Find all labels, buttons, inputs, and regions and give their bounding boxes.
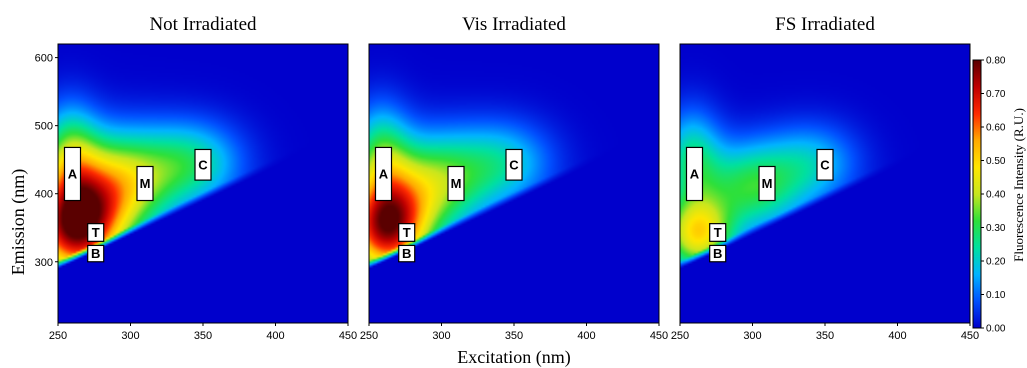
- colorbar-tick-label: 0.20: [986, 257, 1006, 268]
- peak-label-c: C: [816, 148, 834, 181]
- x-axis: 250 300 350 400 450 250 300 350 400 450 250 300 350 4…: [49, 323, 979, 342]
- svg-text:B: B: [713, 246, 722, 261]
- svg-text:M: M: [762, 176, 773, 191]
- panel-title-3: FS Irradiated: [775, 14, 875, 35]
- peak-label-b: B: [709, 244, 727, 263]
- x-tick-label: 250: [671, 330, 689, 342]
- x-axis-label: Excitation (nm): [457, 347, 570, 368]
- peak-label-m: M: [136, 165, 154, 202]
- panel-title-1: Not Irradiated: [149, 14, 257, 35]
- x-tick-label: 350: [194, 330, 212, 342]
- svg-text:A: A: [379, 166, 389, 181]
- x-tick-label: 400: [577, 330, 595, 342]
- panel-title-2: Vis Irradiated: [462, 14, 566, 35]
- svg-text:T: T: [714, 225, 722, 240]
- y-tick-label: 500: [35, 121, 53, 133]
- peak-label-t: T: [87, 223, 105, 242]
- svg-text:C: C: [820, 157, 830, 172]
- colorbar-tick-label: 0.80: [986, 56, 1006, 67]
- x-tick-label: 450: [961, 330, 979, 342]
- colorbar: 0.00 0.10 0.20 0.30 0.40 0.50 0.60 0.70 0.80: [972, 56, 1006, 335]
- x-tick-label: 350: [505, 330, 523, 342]
- x-tick-label: 450: [339, 330, 357, 342]
- x-tick-label: 300: [121, 330, 139, 342]
- y-axis-label: Emission (nm): [8, 169, 29, 276]
- colorbar-tick-label: 0.10: [986, 290, 1006, 301]
- svg-text:T: T: [92, 225, 100, 240]
- peak-label-b: B: [398, 244, 416, 263]
- heatmap-3: [680, 44, 970, 323]
- peak-label-m: M: [758, 165, 776, 202]
- svg-text:C: C: [509, 157, 519, 172]
- colorbar-tick-label: 0.50: [986, 156, 1006, 167]
- panel-1: Not Irradiated A TB M C: [57, 14, 349, 324]
- peak-label-a: A: [63, 146, 82, 202]
- panel-2: Vis Irradiated A TB M C: [368, 14, 660, 324]
- panel-3: FS Irradiated A TB M C: [679, 14, 971, 324]
- peak-label-t: T: [398, 223, 416, 242]
- x-tick-label: 400: [888, 330, 906, 342]
- colorbar-label: Fluorescence Intensity (R.U.): [1011, 108, 1026, 262]
- heatmap-2: [369, 44, 659, 323]
- x-tick-label: 400: [266, 330, 284, 342]
- colorbar-tick-label: 0.70: [986, 89, 1006, 100]
- x-tick-label: 250: [49, 330, 67, 342]
- peak-label-m: M: [447, 165, 465, 202]
- colorbar-tick-label: 0.60: [986, 123, 1006, 134]
- y-tick-label: 600: [35, 53, 53, 65]
- colorbar-tick-label: 0.30: [986, 223, 1006, 234]
- peak-label-a: A: [685, 146, 704, 202]
- colorbar-tick-label: 0.40: [986, 190, 1006, 201]
- y-axis: 300 400 500 600: [35, 53, 58, 269]
- svg-text:M: M: [451, 176, 462, 191]
- heatmap-1: [58, 44, 348, 323]
- svg-text:C: C: [198, 157, 208, 172]
- peak-label-t: T: [709, 223, 727, 242]
- svg-text:A: A: [690, 166, 700, 181]
- colorbar-tick-label: 0.00: [986, 324, 1006, 335]
- svg-text:T: T: [403, 225, 411, 240]
- x-tick-label: 300: [743, 330, 761, 342]
- x-tick-label: 300: [432, 330, 450, 342]
- peak-label-c: C: [194, 148, 212, 181]
- svg-text:B: B: [402, 246, 411, 261]
- colorbar-gradient: [973, 60, 981, 328]
- svg-text:A: A: [68, 166, 78, 181]
- x-tick-label: 350: [816, 330, 834, 342]
- peak-label-b: B: [87, 244, 105, 263]
- svg-text:B: B: [91, 246, 100, 261]
- svg-text:M: M: [140, 176, 151, 191]
- peak-label-a: A: [374, 146, 393, 202]
- y-tick-label: 400: [35, 189, 53, 201]
- x-tick-label: 450: [650, 330, 668, 342]
- x-tick-label: 250: [360, 330, 378, 342]
- y-tick-label: 300: [35, 257, 53, 269]
- peak-label-c: C: [505, 148, 523, 181]
